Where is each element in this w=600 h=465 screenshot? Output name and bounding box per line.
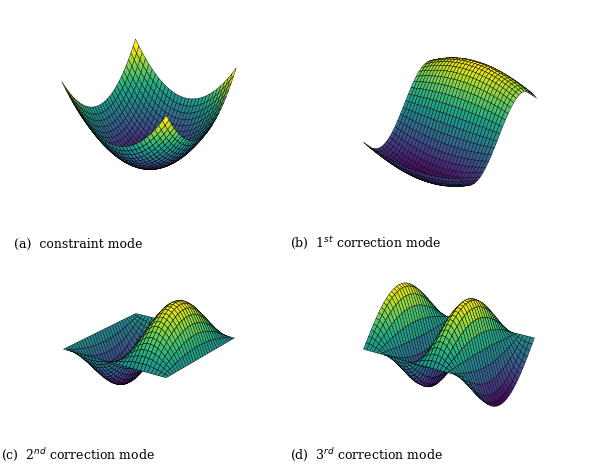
Text: (d)  3$^{rd}$ correction mode: (d) 3$^{rd}$ correction mode (290, 445, 442, 463)
Text: (b)  1$^{st}$ correction mode: (b) 1$^{st}$ correction mode (290, 234, 442, 251)
Text: (a)  constraint mode: (a) constraint mode (14, 238, 142, 251)
Text: (c)  2$^{nd}$ correction mode: (c) 2$^{nd}$ correction mode (1, 445, 155, 463)
